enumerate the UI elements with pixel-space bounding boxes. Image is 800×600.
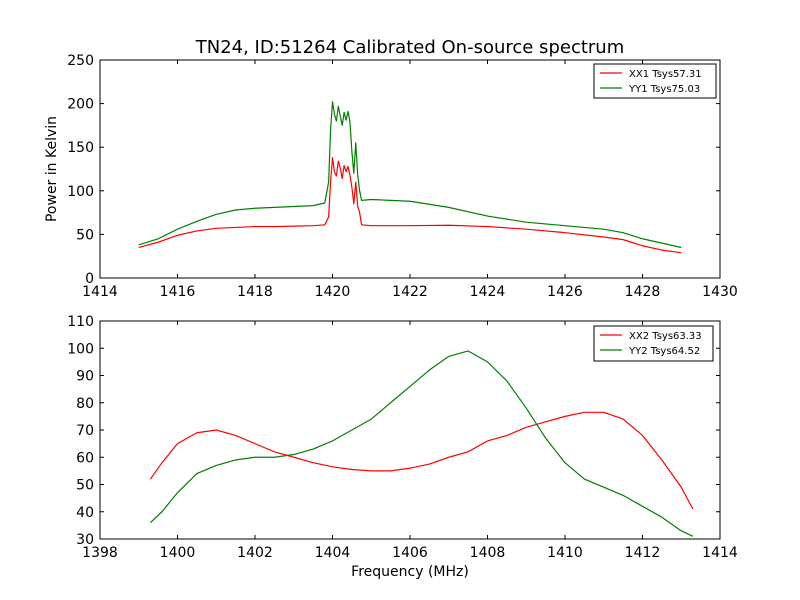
x-tick-label: 1424 xyxy=(470,284,506,300)
y-tick-label: 100 xyxy=(67,341,94,357)
y-tick-label: 100 xyxy=(67,184,94,200)
x-tick-label: 1426 xyxy=(547,284,583,300)
legend-label: XX2 Tsys63.33 xyxy=(629,331,702,342)
y-tick-label: 80 xyxy=(76,396,94,412)
y-tick-label: 200 xyxy=(67,97,94,113)
y-tick-label: 90 xyxy=(76,369,94,385)
y-tick-label: 60 xyxy=(76,450,94,466)
y-tick-label: 50 xyxy=(76,227,94,243)
legend-box xyxy=(593,63,717,99)
y-tick-label: 250 xyxy=(67,53,94,69)
x-tick-label: 1412 xyxy=(625,545,661,561)
x-tick-label: 1398 xyxy=(82,545,118,561)
legend: XX1 Tsys57.31 YY1 Tsys75.03 xyxy=(593,63,717,99)
x-axis-label: Frequency (MHz) xyxy=(351,564,469,580)
x-tick-label: 1414 xyxy=(702,545,738,561)
legend-box xyxy=(593,325,714,362)
y-tick-label: 30 xyxy=(76,532,94,548)
chart-panel-1: 1414 1416 1418 1420 1422 1424 1426 1428 1430 0 50 1… xyxy=(67,53,738,300)
x-tick-label: 1408 xyxy=(470,545,506,561)
chart-title: TN24, ID:51264 Calibrated On-source spec… xyxy=(195,37,625,58)
x-tick-label: 1416 xyxy=(160,284,196,300)
legend-label: YY1 Tsys75.03 xyxy=(628,84,700,95)
y-tick-label: 0 xyxy=(85,271,94,287)
y-tick-label: 70 xyxy=(76,423,94,439)
x-tick-label: 1402 xyxy=(237,545,273,561)
y-tick-label: 50 xyxy=(76,478,94,494)
series-line-xx2 xyxy=(149,411,694,510)
y-tick-label: 40 xyxy=(76,505,94,521)
x-tick-label: 1422 xyxy=(392,284,428,300)
x-tick-label: 1414 xyxy=(82,284,118,300)
x-tick-label: 1428 xyxy=(625,284,661,300)
x-tick-label: 1418 xyxy=(237,284,273,300)
legend-label: YY2 Tsys64.52 xyxy=(628,346,700,357)
series-line-yy2 xyxy=(149,350,694,537)
series-line-xx1 xyxy=(138,157,682,254)
x-tick-label: 1406 xyxy=(392,545,428,561)
x-tick-label: 1400 xyxy=(160,545,196,561)
legend-label: XX1 Tsys57.31 xyxy=(629,69,702,80)
y-tick-label: 110 xyxy=(67,314,94,330)
x-tick-label: 1430 xyxy=(702,284,738,300)
x-tick-label: 1410 xyxy=(547,545,583,561)
x-tick-label: 1420 xyxy=(315,284,351,300)
chart-panel-2: 1398 1400 1402 1404 1406 1408 1410 1412 1414 30 40… xyxy=(67,314,738,561)
x-tick-label: 1404 xyxy=(315,545,351,561)
y-axis-label: Power in Kelvin xyxy=(44,116,60,222)
y-tick-label: 150 xyxy=(67,140,94,156)
series-line-yy1 xyxy=(138,101,682,249)
legend: XX2 Tsys63.33 YY2 Tsys64.52 xyxy=(593,325,714,362)
